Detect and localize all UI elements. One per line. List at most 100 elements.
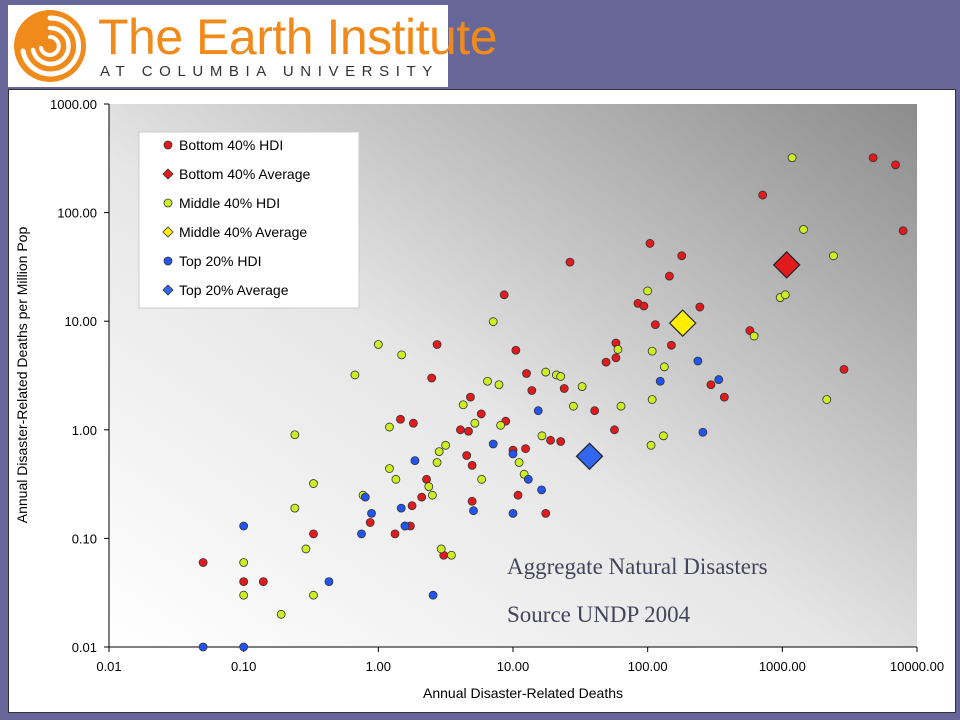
y-tick-label: 1000.00 (50, 97, 97, 112)
annotation-title: Aggregate Natural Disasters (507, 554, 768, 579)
point-bottom-40-hdi (462, 451, 472, 460)
y-tick-label: 1.00 (72, 423, 97, 438)
point-middle-40-hdi (537, 431, 547, 441)
legend-marker (162, 284, 174, 296)
point-middle-40-hdi (239, 590, 249, 600)
point-middle-40-hdi (309, 479, 318, 488)
point-bottom-40-hdi (309, 529, 318, 539)
point-bottom-40-hdi (719, 392, 729, 402)
point-bottom-40-hdi (664, 271, 674, 281)
point-top-20-hdi (508, 508, 518, 518)
x-tick-label: 0.10 (231, 659, 256, 674)
legend: Bottom 40% HDI Bottom 40% Average Middle 4… (138, 131, 360, 309)
point-middle-40-hdi (397, 350, 407, 360)
point-top-20-hdi (198, 642, 208, 652)
point-bottom-40-hdi (839, 364, 849, 374)
point-middle-40-hdi (391, 474, 401, 484)
legend-marker (163, 256, 173, 266)
point-top-20-hdi (698, 427, 708, 437)
legend-label: Bottom 40% HDI (179, 137, 283, 153)
point-bottom-40-hdi (650, 320, 660, 330)
point-bottom-40-hdi (695, 302, 705, 312)
legend-label: Bottom 40% Average (179, 166, 310, 182)
point-middle-40-hdi (569, 401, 578, 411)
point-bottom-40-hdi (456, 425, 465, 435)
point-middle-40-hdi (496, 420, 506, 430)
point-middle-40-average (668, 309, 697, 337)
chart-frame: 0.01 0.10 1.00 10.00 100.00 1000.00 10000.00 0.… (8, 89, 956, 713)
point-middle-40-hdi (494, 380, 504, 390)
point-middle-40-hdi (350, 370, 360, 380)
point-bottom-40-hdi (417, 492, 427, 502)
point-bottom-40-hdi (476, 409, 486, 419)
point-middle-40-hdi (427, 490, 437, 500)
point-bottom-40-hdi (868, 153, 878, 163)
point-middle-40-hdi (477, 474, 487, 484)
point-top-20-hdi (367, 508, 376, 518)
point-middle-40-hdi (276, 609, 286, 619)
y-tick-label: 0.01 (72, 640, 97, 655)
x-tick-label: 10.00 (497, 659, 530, 674)
point-middle-40-hdi (373, 340, 383, 349)
x-axis-label: Annual Disaster-Related Deaths (423, 685, 623, 701)
legend-label: Top 20% Average (179, 282, 289, 298)
y-tick-label: 0.10 (72, 531, 97, 546)
point-middle-40-hdi (613, 344, 623, 354)
point-top-20-hdi (533, 406, 543, 416)
x-tick-label: 10000.00 (890, 659, 944, 674)
point-bottom-40-hdi (898, 226, 908, 236)
point-top-20-hdi (537, 485, 546, 495)
point-bottom-40-hdi (432, 340, 442, 349)
point-bottom-40-hdi (396, 414, 405, 424)
point-middle-40-hdi (646, 440, 656, 450)
point-middle-40-hdi (290, 503, 300, 513)
point-top-20-hdi (523, 474, 533, 484)
y-axis-label: Annual Disaster-Related Deaths per Milli… (14, 227, 30, 524)
point-top-20-hdi (396, 503, 406, 513)
point-top-20-hdi (239, 521, 249, 531)
point-middle-40-hdi (458, 400, 468, 410)
point-bottom-40-hdi (706, 380, 716, 390)
point-middle-40-hdi (385, 422, 394, 432)
point-top-20-hdi (655, 376, 665, 386)
point-middle-40-hdi (441, 440, 451, 450)
point-middle-40-hdi (432, 458, 442, 467)
point-middle-40-hdi (787, 153, 797, 163)
point-bottom-40-hdi (601, 357, 611, 367)
point-top-20-hdi (693, 356, 703, 366)
point-middle-40-hdi (483, 376, 492, 386)
point-bottom-40-hdi (365, 518, 375, 527)
point-bottom-40-hdi (546, 435, 555, 445)
x-tick-label: 0.01 (96, 659, 121, 674)
point-middle-40-hdi (647, 395, 657, 404)
point-bottom-40-hdi (239, 577, 249, 587)
point-top-20-hdi (324, 577, 334, 587)
point-bottom-40-hdi (467, 461, 477, 470)
point-bottom-40-hdi (666, 340, 676, 350)
point-bottom-40-hdi (541, 508, 551, 518)
logo-subtitle: AT COLUMBIA UNIVERSITY (100, 63, 439, 80)
point-bottom-40-hdi (427, 373, 437, 383)
legend-marker (163, 140, 173, 150)
point-bottom-40-hdi (565, 257, 575, 267)
point-middle-40-hdi (780, 290, 790, 300)
point-bottom-40-hdi (611, 353, 621, 363)
point-bottom-40-hdi (559, 384, 569, 393)
x-tick-label: 1000.00 (759, 659, 806, 674)
point-middle-40-hdi (749, 331, 759, 341)
point-middle-40-hdi (470, 418, 480, 428)
point-middle-40-hdi (556, 372, 566, 381)
point-top-20-hdi (239, 642, 249, 652)
point-middle-40-hdi (616, 401, 626, 411)
point-middle-40-hdi (647, 346, 657, 356)
point-middle-40-hdi (643, 286, 653, 296)
point-bottom-40-hdi (590, 406, 600, 416)
point-middle-40-hdi (385, 464, 394, 473)
point-top-20-hdi (714, 375, 724, 384)
point-middle-40-hdi (424, 482, 434, 491)
point-top-20-hdi (410, 456, 420, 466)
point-middle-40-hdi (577, 382, 587, 391)
point-bottom-40-hdi (511, 345, 521, 355)
point-bottom-40-hdi (513, 490, 523, 500)
point-bottom-40-hdi (258, 577, 268, 587)
